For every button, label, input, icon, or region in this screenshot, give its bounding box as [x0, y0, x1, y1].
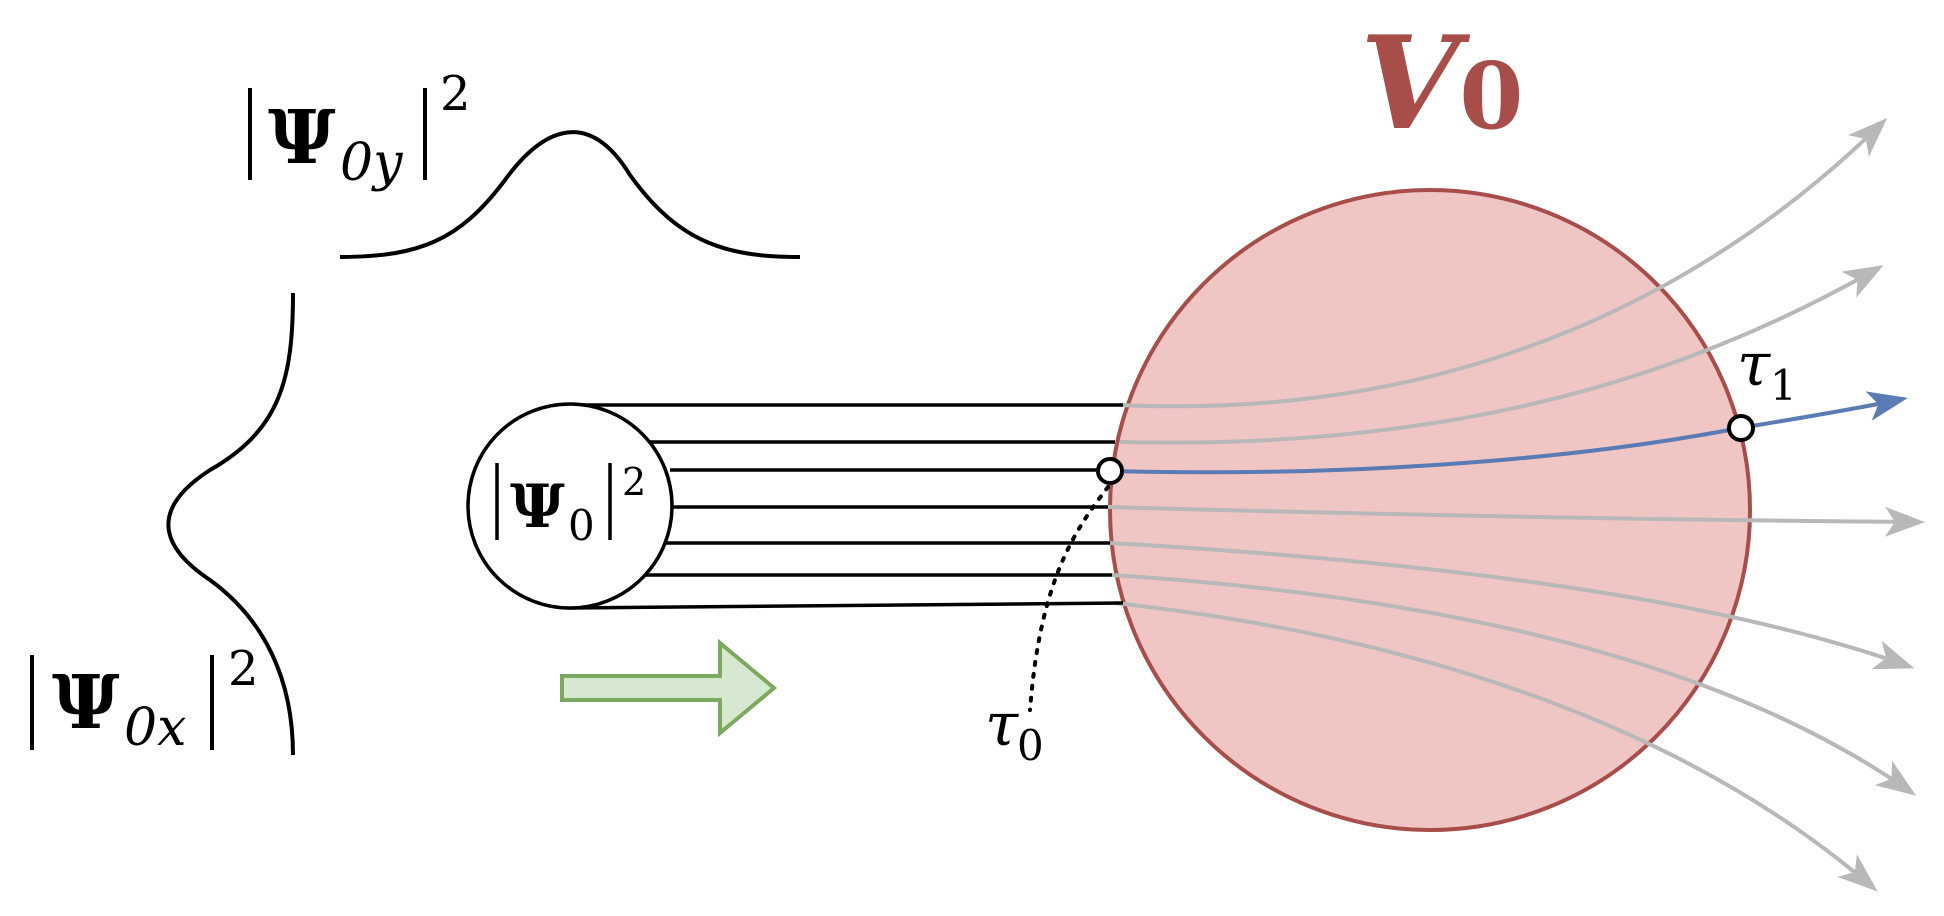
svg-text:Ψ: Ψ	[52, 660, 120, 746]
incoming-beam	[567, 403, 1124, 610]
psi-y-profile	[339, 130, 801, 259]
beam-bottom-edge	[567, 601, 1124, 610]
svg-text:τ: τ	[1737, 330, 1771, 400]
tau-1-label: τ 1	[1737, 330, 1797, 410]
svg-text:τ: τ	[985, 690, 1019, 760]
trajectory-5	[1109, 541, 1915, 670]
trajectory-4	[1107, 505, 1925, 537]
svg-text:0: 0	[568, 501, 595, 550]
svg-text:2: 2	[228, 641, 259, 697]
trajectory-6	[1111, 573, 1917, 796]
svg-text:0y: 0y	[340, 133, 403, 193]
psi-y-label: Ψ 0y 2	[248, 66, 471, 193]
beam-cross-section	[466, 402, 674, 610]
exit-point	[1727, 414, 1755, 442]
svg-text:0x: 0x	[124, 698, 186, 758]
entry-point	[1096, 457, 1124, 485]
psi-0-label: Ψ 0 2	[495, 460, 646, 550]
highlighted-trajectory	[1109, 391, 1908, 475]
psi-x-profile	[166, 292, 295, 756]
trajectory-1	[1119, 118, 1888, 409]
direction-arrow	[560, 638, 778, 738]
svg-text:1: 1	[1770, 361, 1797, 410]
svg-text:Ψ: Ψ	[268, 95, 336, 181]
scattered-trajectories	[1107, 118, 1925, 892]
svg-text:0: 0	[1017, 721, 1044, 770]
svg-text:2: 2	[440, 66, 471, 122]
trajectory-7	[1114, 601, 1878, 892]
tau-0-label: τ 0	[985, 690, 1044, 770]
trajectory-2	[1119, 265, 1884, 445]
potential-region	[1108, 188, 1752, 832]
svg-text:Ψ: Ψ	[510, 472, 565, 542]
svg-text:2: 2	[622, 460, 646, 504]
potential-label: V0	[1360, 9, 1523, 159]
tau-0-connector	[1028, 485, 1110, 712]
psi-x-label: Ψ 0x 2	[30, 641, 259, 758]
